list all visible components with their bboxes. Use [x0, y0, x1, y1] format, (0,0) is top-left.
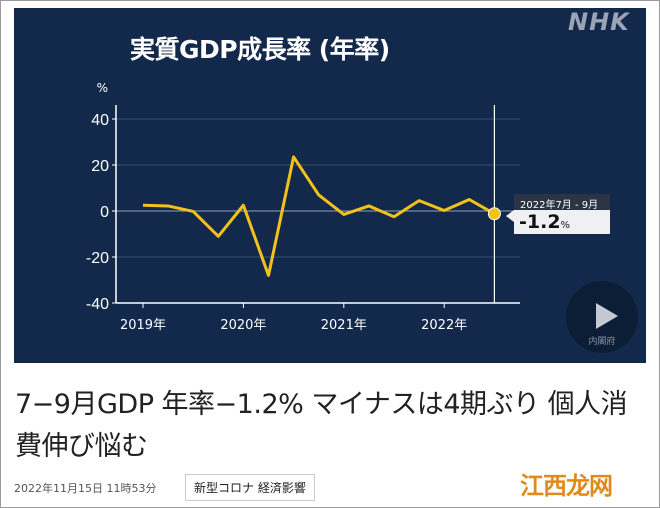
y-tick-label: 0 [100, 204, 109, 221]
y-axis-unit: % [97, 81, 108, 95]
chart-panel [14, 8, 646, 363]
value-tooltip: 2022年7月 - 9月 -1.2% [506, 194, 610, 234]
play-icon [596, 303, 618, 329]
x-tick-label: 2019年 [120, 318, 166, 333]
tooltip-period: 2022年7月 - 9月 [514, 194, 610, 211]
x-tick-label: 2021年 [321, 318, 367, 333]
article-headline: 7−9月GDP 年率−1.2% マイナスは4期ぶり 個人消費伸び悩む [15, 389, 628, 462]
article-timestamp: 2022年11月15日 11時53分 [14, 482, 157, 495]
y-tick-label: 40 [91, 112, 109, 129]
play-video-button[interactable]: 内閣府 [566, 281, 638, 353]
x-tick-label: 2020年 [220, 318, 266, 333]
tooltip-value: -1.2 [519, 211, 561, 233]
y-tick-label: -20 [86, 250, 109, 267]
play-source-label: 内閣府 [588, 337, 616, 347]
x-tick-label: 2022年 [421, 318, 467, 333]
watermark-logo: 江西龙网 [520, 472, 613, 500]
topic-tag-link[interactable]: 新型コロナ 経済影響 [185, 474, 315, 501]
data-point [487, 207, 501, 221]
tooltip-unit: % [560, 220, 571, 231]
y-tick-label: -40 [86, 296, 109, 313]
gdp-series-line [142, 155, 496, 277]
tooltip-value-box: -1.2% [514, 210, 610, 234]
y-tick-label: 20 [91, 158, 109, 175]
nhk-logo: NHK [568, 8, 630, 36]
chart-title: 実質GDP成長率 (年率) [130, 35, 390, 64]
tooltip-pointer [506, 210, 514, 222]
